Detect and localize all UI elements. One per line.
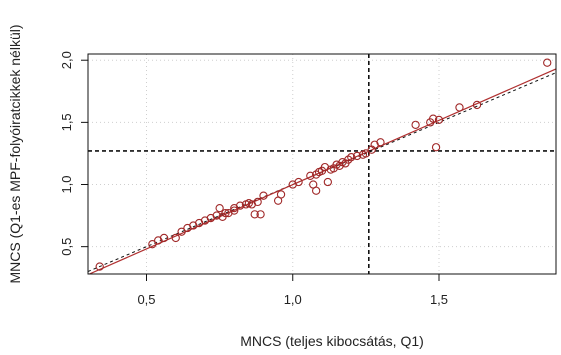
fit-line xyxy=(88,68,556,274)
data-point xyxy=(212,211,221,220)
data-point xyxy=(221,208,230,218)
axes: 0,5 1,0 1,5 0,5 1,0 1,5 2,0 xyxy=(59,51,448,307)
data-point xyxy=(95,262,104,271)
data-point xyxy=(323,177,332,187)
data-point xyxy=(250,210,259,219)
data-point xyxy=(148,240,157,249)
y-tick-label: 1,5 xyxy=(59,113,74,131)
data-point xyxy=(472,100,482,110)
y-axis-label: MNCS (Q1-es MPF-folyóiratcikkek nélkül) xyxy=(7,24,23,283)
data-point xyxy=(352,151,362,161)
data-points xyxy=(95,58,552,271)
data-point xyxy=(455,103,464,112)
data-point xyxy=(159,233,169,243)
grid-lines xyxy=(88,54,556,274)
x-axis-label: MNCS (teljes kibocsátás, Q1) xyxy=(240,333,424,349)
data-point xyxy=(276,190,286,199)
x-tick-label: 1,5 xyxy=(430,292,448,307)
data-point xyxy=(171,233,180,243)
data-point xyxy=(256,210,265,219)
plot-frame xyxy=(87,53,557,275)
data-point xyxy=(431,143,441,152)
data-point xyxy=(434,115,444,125)
y-tick-label: 0,5 xyxy=(59,238,74,256)
data-point xyxy=(215,203,224,213)
x-tick-label: 1,0 xyxy=(284,292,302,307)
data-point xyxy=(177,227,186,236)
y-tick-label: 1,0 xyxy=(59,175,74,193)
data-point xyxy=(306,171,315,180)
data-point xyxy=(347,153,356,162)
data-point xyxy=(376,138,385,147)
x-tick-label: 0,5 xyxy=(137,292,155,307)
data-point xyxy=(253,197,262,207)
data-point xyxy=(543,58,552,67)
data-point xyxy=(259,191,268,200)
data-point xyxy=(294,177,303,187)
data-point xyxy=(311,186,321,195)
data-point xyxy=(428,114,438,123)
data-point xyxy=(361,149,371,158)
data-point xyxy=(235,201,245,210)
data-point xyxy=(230,206,239,215)
data-point xyxy=(411,120,420,129)
y-tick-label: 2,0 xyxy=(59,51,74,69)
